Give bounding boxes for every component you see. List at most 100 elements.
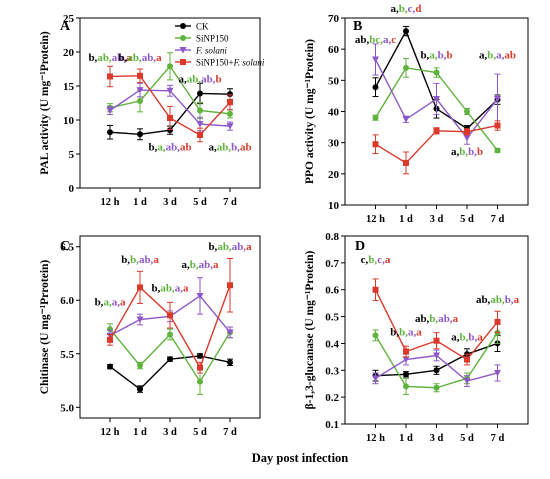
panel-d-annotation-letter: c, [361, 254, 369, 266]
panel-c-xtick-label: 1 d [133, 427, 147, 438]
panel-c-annotation-letter: a [246, 241, 252, 253]
panel-a-annotation-letter: b, [118, 52, 127, 64]
panel-a-ytick-label: 25 [63, 13, 75, 25]
panel-c-letter: C [60, 239, 70, 254]
legend-marker [180, 35, 186, 41]
panel-a-annotation-letter: a, [157, 142, 166, 154]
panel-b-annotation: a,b,a,ab [479, 50, 516, 62]
panel-c-annotation: b,a,a,a [95, 297, 126, 309]
panel-d-annotation: a,b,b,a [451, 332, 483, 344]
panel-b-xtick-label: 3 d [430, 214, 444, 225]
panel-c-annotation-letter: b, [121, 254, 130, 266]
panel-b-annotation-letter: ab [504, 50, 516, 62]
panel-c-xtick-label: 7 d [223, 427, 237, 438]
panel-a-annotation: b,a,ab,ab [148, 142, 191, 154]
panel-b-annotation-letter: d [415, 3, 421, 15]
panel-b-annotation-letter: b, [438, 50, 447, 62]
panel-b-xtick-label: 12 h [366, 214, 385, 225]
panel-a-xtick-label: 5 d [193, 197, 207, 208]
panel-a-annotation-letter: a [126, 52, 132, 64]
panel-b-ytick-label: 30 [328, 138, 340, 150]
panel-a-series-3-point [167, 114, 173, 121]
panel-b-annotation: a,b,c,d [391, 3, 422, 15]
panel-a-ytick-label: 10 [63, 115, 75, 127]
panel-a-series-2-point [196, 121, 204, 128]
panel-b-annotation-letter: b, [468, 146, 477, 158]
panel-d-ylabel: β-1,3-glucanase (U mg⁻¹Protein) [304, 250, 316, 409]
panel-b-series-0-point [372, 84, 379, 91]
panel-b-series-0-point [403, 28, 409, 35]
panel-a-ytick-label: 20 [63, 47, 75, 59]
panel-d-series-3-point [464, 356, 470, 363]
panel-c-annotation-letter: b, [208, 241, 217, 253]
panel-b-ytick-label: 60 [328, 44, 340, 56]
panel-d-ytick-label: 0.2 [325, 392, 339, 404]
panel-d-series-3-point [433, 337, 440, 344]
panel-a-annotation-letter: ab, [187, 74, 202, 86]
panel-c-series-2-point [226, 329, 234, 336]
panel-b-series-3-point [433, 127, 440, 134]
panel-c-annotation-letter: ab, [160, 283, 175, 295]
panel-b-annotation-letter: b, [459, 146, 468, 158]
panel-b-series-2-point [402, 116, 410, 123]
panel-d-annotation-letter: a [477, 332, 483, 344]
panel-a-series-2-point [226, 123, 234, 130]
panel-d-series-2-point [494, 369, 501, 377]
panel-a-annotation: b,ab,ab,a [118, 52, 162, 64]
panel-b-ytick-label: 10 [328, 200, 340, 212]
panel-a-annotation-letter: ab, [201, 74, 216, 86]
panel-c-annotation-letter: b, [190, 259, 199, 271]
panel-b-series-1-point [372, 114, 379, 121]
panel-a-ytick-label: 15 [63, 81, 75, 93]
panel-c-annotation: b,ab,ab,a [208, 241, 252, 253]
panel-a-series-0-point [197, 90, 203, 97]
panel-b-annotation-letter: b [477, 146, 483, 158]
panel-c-ytick-label: 5.0 [60, 402, 74, 414]
panel-d-letter: D [355, 239, 365, 254]
panel-b-annotation-letter: a, [383, 34, 392, 46]
panel-d-annotation-letter: b, [368, 254, 377, 266]
panel-d-series-3-point [372, 286, 379, 293]
panel-d-ytick-label: 0.7 [325, 258, 339, 270]
panel-d-ytick-label: 0.1 [325, 419, 339, 431]
panel-d-annotation-letter: c, [377, 254, 385, 266]
legend-label: SiNP150 [196, 34, 229, 44]
panel-d-annotation-letter: b, [460, 332, 469, 344]
panel-d-ytick-label: 0.5 [325, 312, 339, 324]
panel-d-annotation-letter: b, [399, 326, 408, 338]
panel-d-xtick-label: 3 d [430, 433, 444, 444]
panel-b-series-2-point [463, 134, 471, 142]
panel-b-annotation-letter: a, [496, 50, 505, 62]
panel-d-series-1-point [403, 383, 409, 390]
panel-c-series-1-point [197, 378, 203, 385]
panel-a-series-1-point [167, 63, 173, 70]
panel-a-series-2-point [136, 87, 144, 94]
panel-c-xtick-label: 5 d [193, 427, 207, 438]
panel-c-annotation: a,b,ab,a [182, 259, 220, 271]
panel-c-annotation-letter: b, [130, 254, 139, 266]
panel-a-series-1-point [227, 110, 233, 117]
panel-c-annotation-letter: a [213, 259, 219, 271]
panel-a-annotation: b,ab,ab,a [88, 52, 132, 64]
panel-d-ytick-label: 0.3 [325, 365, 339, 377]
panel-b-series-3-point [464, 128, 470, 135]
panel-a-annotation-letter: b, [148, 142, 157, 154]
panel-a-series-3-point [197, 131, 203, 138]
panel-b-series-1-point [494, 147, 501, 154]
panel-c-series-1-point [167, 331, 173, 338]
legend-label: F. solani [195, 46, 227, 56]
panel-d-series-2-point [433, 352, 440, 360]
panel-b-annotation: a,b,b,b [451, 146, 483, 158]
panel-a-annotation-letter: b, [231, 142, 240, 154]
panel-a-ytick-label: 5 [69, 149, 75, 161]
panel-c-annotation: b,ab,a,a [152, 283, 190, 295]
legend-label: CK [196, 22, 209, 32]
panel-c-annotation-letter: b, [152, 283, 161, 295]
panel-b-series-1-point [433, 69, 440, 76]
panel-c-series-3-point [227, 282, 233, 289]
panel-d-annotation: b,b,a,a [390, 326, 422, 338]
panel-a-annotation-letter: ab, [142, 52, 157, 64]
panel-a-series-0-point [107, 129, 113, 136]
panel-d-annotation-letter: a [385, 254, 391, 266]
